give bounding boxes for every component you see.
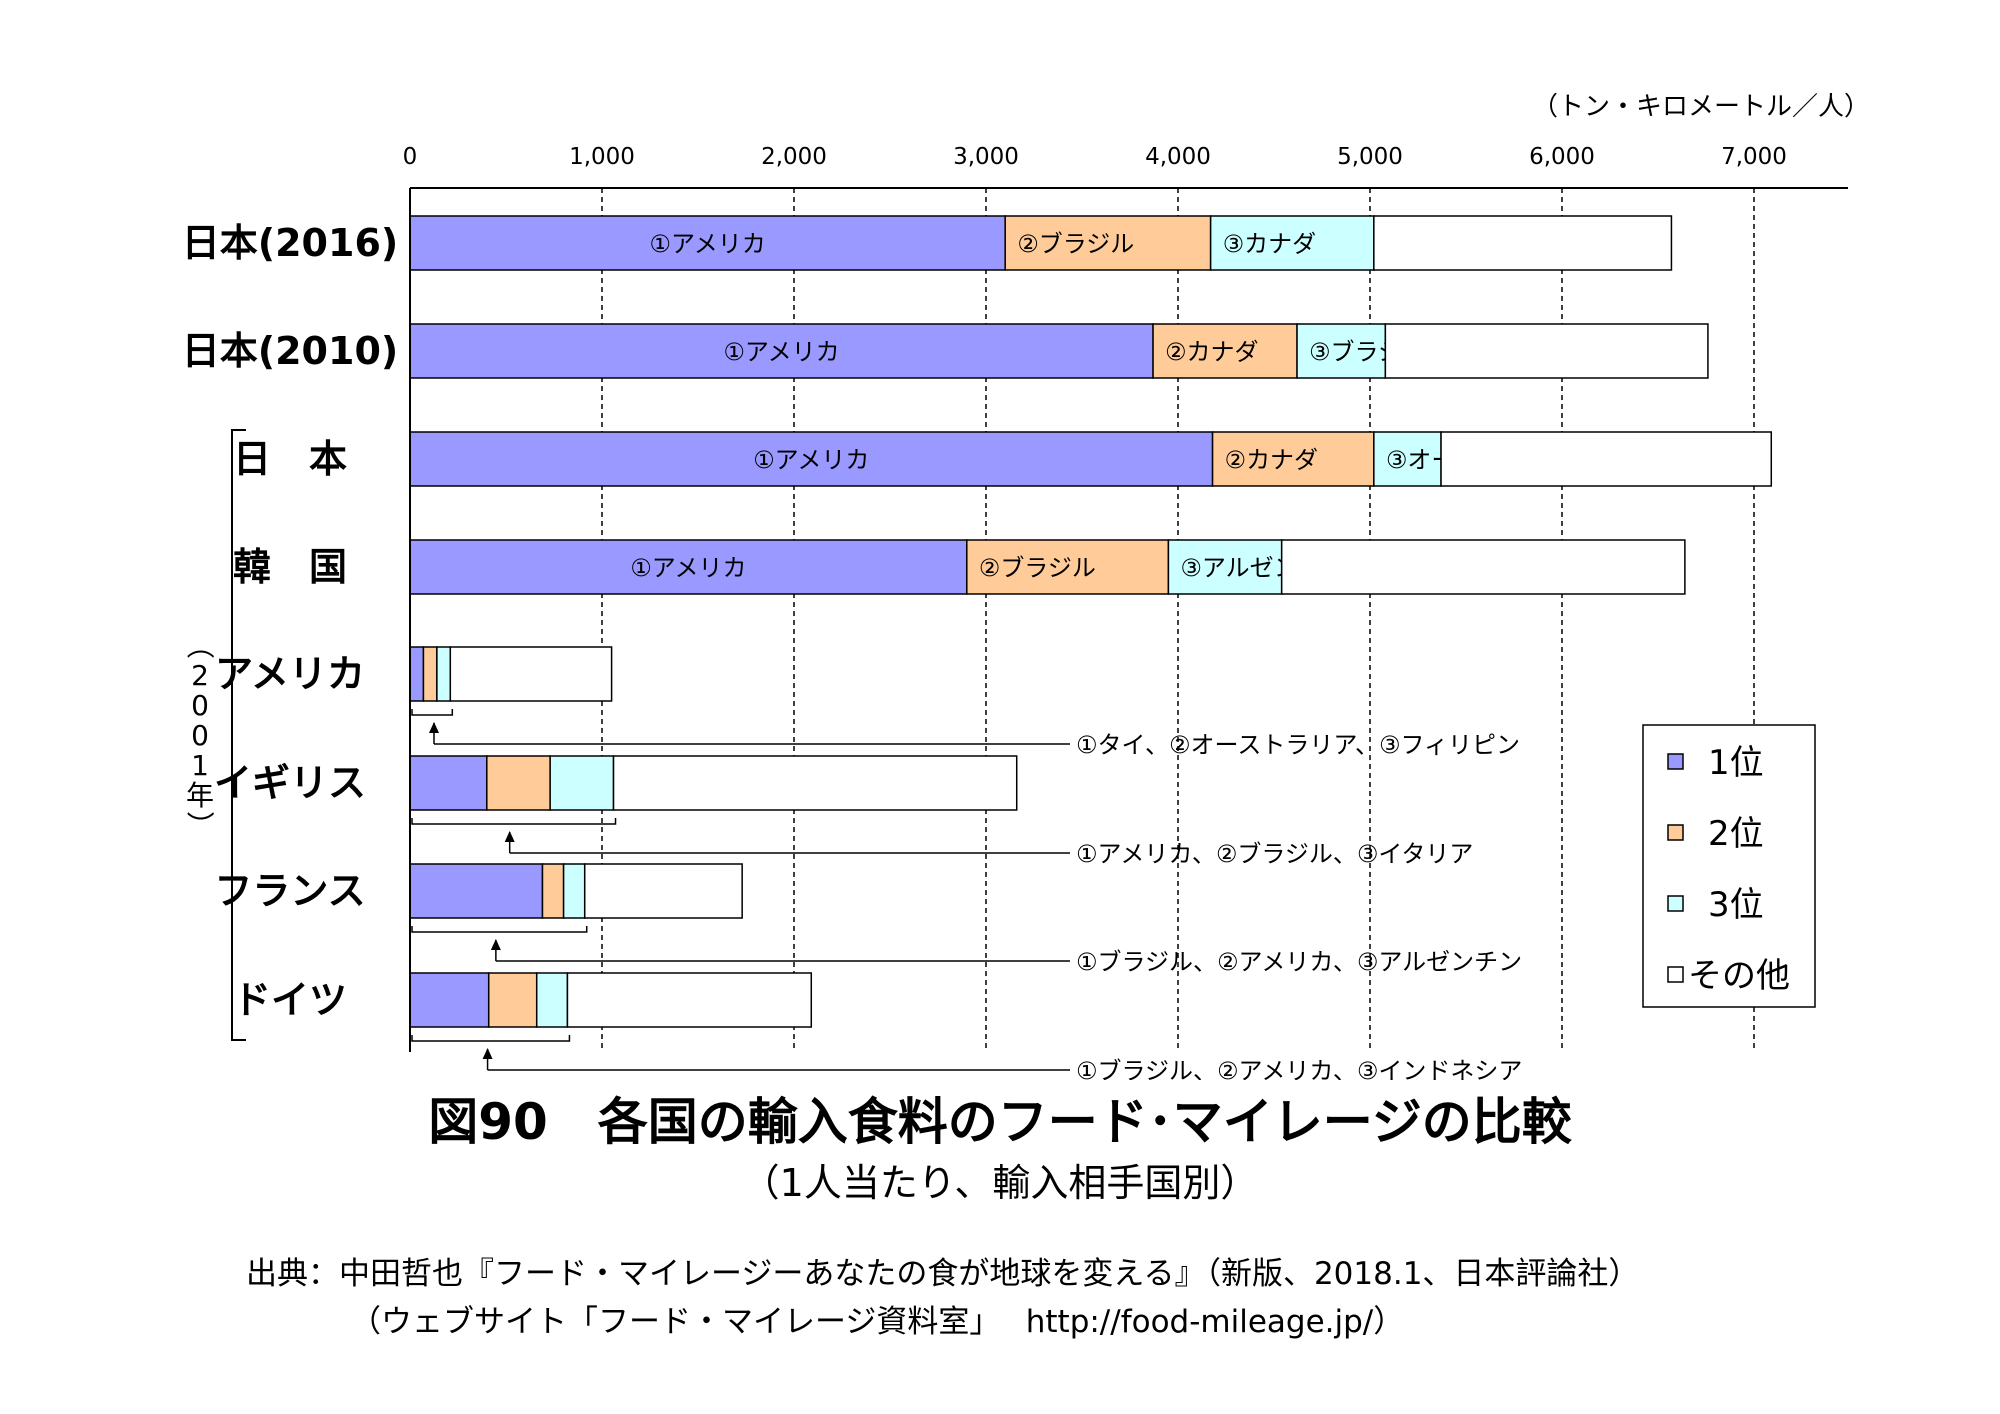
bar-segment bbox=[1152, 323, 1298, 379]
grid-lines bbox=[601, 188, 1755, 1052]
category-label: アメリカ bbox=[215, 652, 365, 696]
x-tick-label: 5,000 bbox=[1337, 144, 1403, 170]
legend-swatch bbox=[1667, 824, 1684, 841]
bracket bbox=[411, 1035, 571, 1042]
group-label-char: ） bbox=[183, 811, 216, 839]
bar-segment bbox=[409, 863, 544, 919]
group-label-char: 0 bbox=[191, 719, 209, 752]
breakdown-note: ①タイ、②オーストラリア、③フィリピン bbox=[1076, 731, 1520, 759]
group-label-char: （ bbox=[183, 631, 216, 659]
category-label: 日本(2016) bbox=[182, 221, 399, 265]
category-label: 韓 国 bbox=[233, 545, 347, 589]
x-axis-ticks: 0 1,000 2,000 3,000 4,000 5,000 6,000 7,000 bbox=[403, 144, 1787, 170]
figure-subtitle: （1人当たり、輸入相手国別） bbox=[741, 1161, 1259, 1205]
group-label-char: 2 bbox=[191, 659, 209, 692]
bar-segment bbox=[1296, 323, 1387, 379]
bar-segment bbox=[1004, 215, 1212, 271]
bar-segment bbox=[583, 863, 743, 919]
category-label: ドイツ bbox=[233, 978, 347, 1022]
category-label: 日本(2010) bbox=[182, 329, 399, 373]
bar-segment bbox=[436, 646, 452, 702]
x-tick-label: 6,000 bbox=[1529, 144, 1595, 170]
bar-segment bbox=[1384, 323, 1709, 379]
bar-segment bbox=[562, 863, 586, 919]
legend-swatch bbox=[1667, 895, 1684, 912]
bar-segment bbox=[409, 539, 968, 595]
bar-segment-label: ②カナダ bbox=[1225, 446, 1319, 474]
breakdown-note: ①ブラジル、②アメリカ、③インドネシア bbox=[1076, 1057, 1522, 1080]
group-label-char: 年 bbox=[186, 779, 214, 812]
bars: ①アメリカ②ブラジル③カナダ①アメリカ②カナダ③ブラジル①アメリカ②カナダ③オー… bbox=[409, 215, 1773, 1028]
breakdown-notes: ①タイ、②オーストラリア、③フィリピン ①アメリカ、②ブラジル、③イタリア ①ブラジ… bbox=[411, 709, 1522, 1080]
x-tick-label: 2,000 bbox=[761, 144, 827, 170]
x-tick-label: 4,000 bbox=[1145, 144, 1211, 170]
bar-segment-label: ②ブラジル bbox=[1017, 230, 1134, 258]
bar-segment bbox=[1211, 431, 1375, 487]
bracket bbox=[411, 926, 588, 933]
group-label-char: 1 bbox=[191, 749, 209, 782]
legend-label: 2位 bbox=[1708, 814, 1764, 854]
bar-segment bbox=[409, 646, 425, 702]
group-label-char: 0 bbox=[191, 689, 209, 722]
group-bracket bbox=[231, 429, 246, 1041]
legend-swatch bbox=[1667, 966, 1684, 983]
breakdown-note: ①ブラジル、②アメリカ、③アルゼンチン bbox=[1076, 948, 1522, 976]
bar-segment-label: ①アメリカ bbox=[753, 446, 869, 474]
bar-segment bbox=[535, 972, 569, 1028]
bar-segment bbox=[409, 431, 1214, 487]
arrow-head bbox=[429, 722, 439, 733]
category-label: フランス bbox=[214, 869, 365, 913]
category-label: 日 本 bbox=[233, 437, 347, 481]
bar-segment bbox=[1209, 215, 1375, 271]
bar-segment bbox=[449, 646, 613, 702]
bar-segment bbox=[549, 755, 615, 811]
bar-segment bbox=[966, 539, 1170, 595]
bar-segment bbox=[1373, 215, 1673, 271]
bar-segment bbox=[612, 755, 1018, 811]
bar-segment bbox=[422, 646, 438, 702]
source-citation: 出典：中田哲也『フード・マイレージーあなたの食が地球を変える』（新版、2018.… bbox=[246, 1256, 1640, 1292]
arrow-head bbox=[482, 1048, 493, 1059]
bar-segment-label: ①アメリカ bbox=[649, 230, 765, 258]
category-label: イギリス bbox=[214, 761, 366, 805]
legend-label: 3位 bbox=[1708, 885, 1764, 925]
bar-segment bbox=[1280, 539, 1686, 595]
bar-segment-label: ①アメリカ bbox=[723, 338, 839, 366]
food-mileage-chart: 0 1,000 2,000 3,000 4,000 5,000 6,000 7,000 （トン… bbox=[182, 92, 1870, 1080]
bar-segment-label: ③カナダ bbox=[1223, 230, 1317, 258]
legend-swatch bbox=[1667, 753, 1684, 770]
legend-label: その他 bbox=[1688, 956, 1790, 996]
bar-segment bbox=[486, 755, 551, 811]
bar-segment-label: ②ブラジル bbox=[979, 554, 1096, 582]
x-tick-label: 1,000 bbox=[569, 144, 635, 170]
x-tick-label: 3,000 bbox=[953, 144, 1019, 170]
figure-title: 図90 各国の輸入食料のフード･マイレージの比較 bbox=[428, 1093, 1572, 1151]
breakdown-note: ①アメリカ、②ブラジル、③イタリア bbox=[1076, 840, 1473, 868]
arrow-head bbox=[504, 831, 515, 842]
unit-label: （トン・キロメートル／人） bbox=[1532, 92, 1870, 122]
bracket bbox=[411, 709, 454, 716]
bar-segment bbox=[541, 863, 565, 919]
bar-segment-label: ①アメリカ bbox=[630, 554, 746, 582]
bar-segment bbox=[1440, 431, 1773, 487]
bar-segment bbox=[487, 972, 538, 1028]
legend-label: 1位 bbox=[1708, 743, 1764, 783]
bar-segment-label: ②カナダ bbox=[1165, 338, 1259, 366]
bar-segment bbox=[409, 972, 490, 1028]
source-website: （ウェブサイト「フード・マイレージ資料室」 http://food-mileag… bbox=[350, 1304, 1405, 1340]
bracket bbox=[411, 818, 617, 825]
bar-segment bbox=[409, 755, 488, 811]
bar-segment bbox=[1373, 431, 1442, 487]
x-tick-label: 0 bbox=[403, 144, 418, 170]
arrow-head bbox=[490, 939, 501, 950]
x-tick-label: 7,000 bbox=[1721, 144, 1787, 170]
bar-segment bbox=[566, 972, 813, 1028]
legend-box bbox=[1642, 724, 1816, 1008]
